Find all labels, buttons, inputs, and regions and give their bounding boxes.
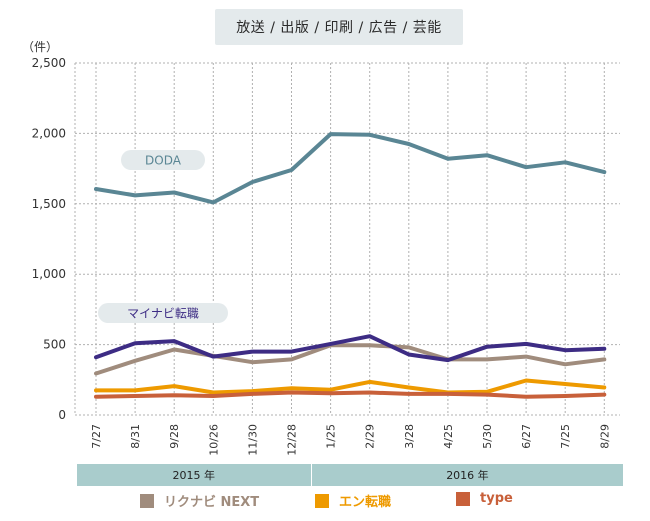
x-tick-label: 4/25 [442,424,455,449]
y-tick-label: 0 [58,408,66,422]
x-tick-label: 2/29 [364,424,377,449]
year-band: 2016 年 [311,464,624,486]
x-tick-label: 6/27 [520,424,533,449]
y-tick-label: 1,000 [32,267,66,281]
series-line-3 [94,132,607,205]
series-line-0 [94,343,607,376]
legend-swatch [140,493,154,508]
x-tick-label: 10/26 [207,424,220,456]
series-inline-label: マイナビ転職 [127,307,199,321]
x-tick-label: 3/28 [403,424,416,449]
legend-swatch [315,493,329,508]
series-inline-label-bg [98,303,228,323]
x-tick-label: 8/31 [129,424,142,449]
series-inline-label-bg [121,150,205,170]
series-line-4 [94,334,607,363]
year-band: 2015 年 [77,464,311,486]
y-tick-label: 2,000 [32,126,66,140]
y-tick-label: 1,500 [32,197,66,211]
y-tick-label: 500 [43,338,66,352]
legend-item: type [456,491,513,506]
legend-item: エン転職 [315,491,391,510]
x-tick-label: 7/25 [559,424,572,449]
legend-label: リクナビ NEXT [164,495,260,510]
legend-item: リクナビ NEXT [140,491,259,510]
chart-title: 放送 / 出版 / 印刷 / 広告 / 芸能 [215,9,463,45]
legend-label: type [480,491,513,506]
x-tick-label: 1/25 [325,424,338,449]
series-line-1 [94,378,607,395]
x-tick-label: 12/28 [286,424,299,456]
legend: リクナビ NEXT エン転職 type [0,491,650,515]
x-tick-label: 8/29 [598,424,611,449]
x-tick-label: 9/28 [168,424,181,449]
series-line-2 [94,390,607,399]
y-axis-unit: （件） [22,40,59,54]
x-tick-label: 7/27 [90,424,103,449]
y-tick-label: 2,500 [32,56,66,70]
x-tick-label: 11/30 [246,424,259,456]
legend-label: エン転職 [339,495,392,510]
series-inline-label: DODA [145,154,182,168]
legend-swatch [456,491,470,506]
x-tick-label: 5/30 [481,424,494,449]
